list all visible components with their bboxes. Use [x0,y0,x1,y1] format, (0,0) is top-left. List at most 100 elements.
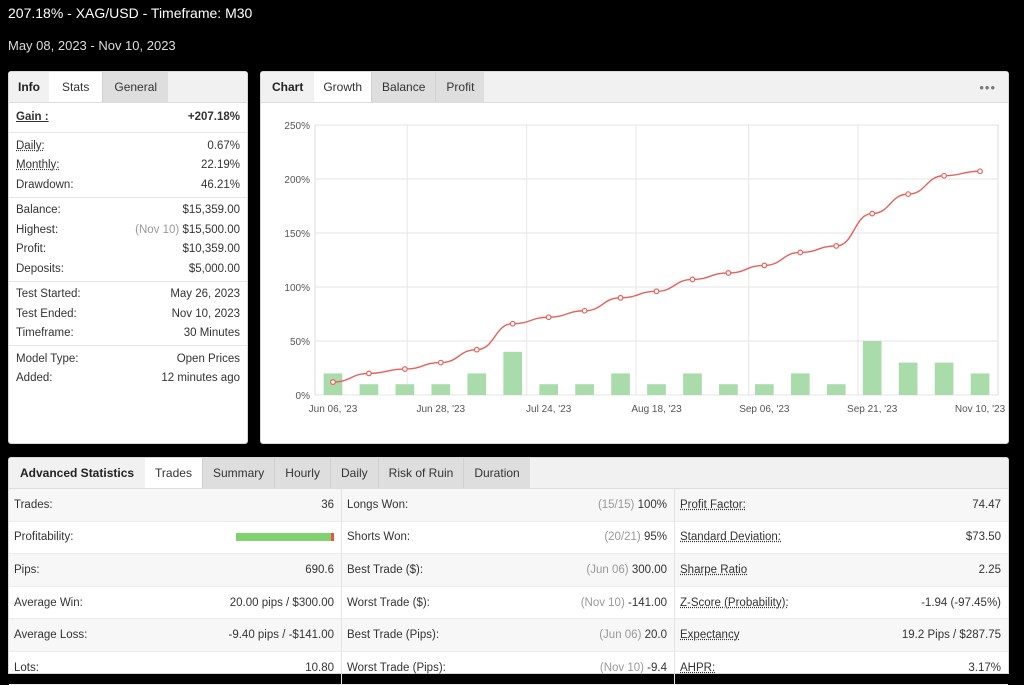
adv-row: Sharpe Ratio 2.25 [675,554,1008,587]
adv-row: Expectancy 19.2 Pips / $287.75 [675,619,1008,652]
stat-label[interactable]: Monthly: [16,159,59,171]
x-tick-label: Sep 06, '23 [739,404,790,415]
growth-point [510,321,515,326]
adv-col-1: Trades: 36 Profitability: Pips: 690.6 Average… [9,489,342,685]
adv-row: Shorts Won: (20/21) 95% [342,522,674,555]
growth-point [978,169,983,174]
stats-group: Test Started: May 26, 2023 Test Ended: Nov … [9,282,247,347]
growth-point [439,360,444,365]
adv-value: (Nov 10) -141.00 [581,597,667,609]
growth-point [834,244,839,249]
adv-value-text: 2.25 [979,564,1001,576]
tab-hourly[interactable]: Hourly [274,458,330,488]
tab-growth[interactable]: Growth [314,72,371,102]
tab-profit[interactable]: Profit [435,72,484,102]
stat-value: $15,359.00 [182,204,240,216]
adv-row: Best Trade ($): (Jun 06) 300.00 [342,554,674,587]
chart-bar [863,341,882,395]
tab-stats[interactable]: Stats [49,72,102,102]
adv-label[interactable]: Z-Score (Probability): [680,597,789,609]
stats-group: Balance: $15,359.00 Highest: (Nov 10) $15,5… [9,198,247,282]
adv-value-text: 100% [638,499,667,511]
chart-bar [467,373,486,395]
stat-value: $5,000.00 [189,263,240,275]
y-tick-label: 100% [284,283,310,294]
stat-label[interactable]: Daily: [16,140,45,152]
chart-bar [719,384,738,395]
adv-value-text: 20.0 [645,629,667,641]
growth-point [726,271,731,276]
growth-point [798,250,803,255]
x-tick-label: Jul 24, '23 [526,404,572,415]
stat-value-date: (Nov 10) [135,224,182,236]
adv-value: 36 [321,499,334,511]
stat-label: Test Started: [16,288,81,300]
adv-value: 19.2 Pips / $287.75 [902,629,1001,641]
chart-bar [827,384,846,395]
y-tick-label: 50% [290,337,310,348]
growth-point [654,289,659,294]
adv-value: -9.40 pips / -$141.00 [229,629,335,641]
adv-row: Longs Won: (15/15) 100% [342,489,674,522]
adv-label: Pips: [14,564,40,576]
x-tick-label: Jun 28, '23 [417,404,466,415]
tab-risk-of-ruin[interactable]: Risk of Ruin [378,458,464,488]
tab-chart[interactable]: Chart [261,72,314,102]
chart-bar [575,384,594,395]
tab-advanced-statistics[interactable]: Advanced Statistics [9,458,145,488]
stat-row: Deposits: $5,000.00 [9,259,247,279]
chart-panel: Chart Growth Balance Profit ••• 0% 50% 100… [260,71,1009,444]
gain-label[interactable]: Gain : [16,111,49,123]
adv-value-text: -9.40 pips / -$141.00 [229,629,335,641]
chart-bar [647,384,666,395]
stat-value: 22.19% [201,159,240,171]
stats-group: Daily: 0.67% Monthly: 22.19% Drawdown: 46.21% [9,133,247,198]
adv-label[interactable]: Expectancy [680,629,739,641]
stat-row: Highest: (Nov 10) $15,500.00 [9,220,247,240]
growth-point [906,192,911,197]
adv-value: (Jun 06) 20.0 [599,629,667,641]
chart-bar [935,363,954,395]
adv-grid: Trades: 36 Profitability: Pips: 690.6 Average… [9,489,1008,685]
tab-daily[interactable]: Daily [330,458,378,488]
tab-general[interactable]: General [102,72,168,102]
stat-value: May 26, 2023 [170,288,240,300]
adv-row: Profit Factor: 74.47 [675,489,1008,522]
stat-label: Drawdown: [16,179,74,191]
tab-trades[interactable]: Trades [145,458,202,488]
adv-label[interactable]: Sharpe Ratio [680,564,747,576]
chart-menu-icon[interactable]: ••• [979,80,996,95]
adv-value: (20/21) 95% [604,531,667,543]
tab-balance[interactable]: Balance [371,72,435,102]
adv-value-text: 74.47 [972,499,1001,511]
adv-label[interactable]: Standard Deviation: [680,531,781,543]
adv-col-3: Profit Factor: 74.47 Standard Deviation: $7… [675,489,1008,685]
growth-point [474,347,479,352]
adv-row: Standard Deviation: $73.50 [675,522,1008,555]
adv-label[interactable]: Profit Factor: [680,499,746,511]
gain-value: +207.18% [188,111,240,123]
stat-row: Profit: $10,359.00 [9,240,247,260]
adv-label: Shorts Won: [347,531,410,543]
stat-value-text: $15,500.00 [182,224,240,236]
adv-tabs: Advanced Statistics Trades Summary Hourly Da… [9,458,1008,489]
adv-value: $73.50 [966,531,1001,543]
stat-label: Profit: [16,243,46,255]
stat-row: Added: 12 minutes ago [9,369,247,389]
advanced-stats-panel: Advanced Statistics Trades Summary Hourly Da… [8,457,1009,674]
adv-value-date: (Jun 06) [586,564,631,576]
chart-tabs: Chart Growth Balance Profit [261,72,1008,103]
stat-value: 46.21% [201,179,240,191]
tab-info[interactable]: Info [9,72,49,102]
stat-label: Timeframe: [16,327,74,339]
growth-point [331,380,336,385]
tab-summary[interactable]: Summary [202,458,274,488]
growth-point [546,315,551,320]
tab-duration[interactable]: Duration [463,458,529,488]
adv-value-text: 690.6 [305,564,334,576]
plot-frame [315,125,998,395]
adv-value: 2.25 [979,564,1001,576]
adv-value-text: $73.50 [966,531,1001,543]
growth-point [403,367,408,372]
adv-row: Z-Score (Probability): -1.94 (-97.45%) [675,587,1008,620]
